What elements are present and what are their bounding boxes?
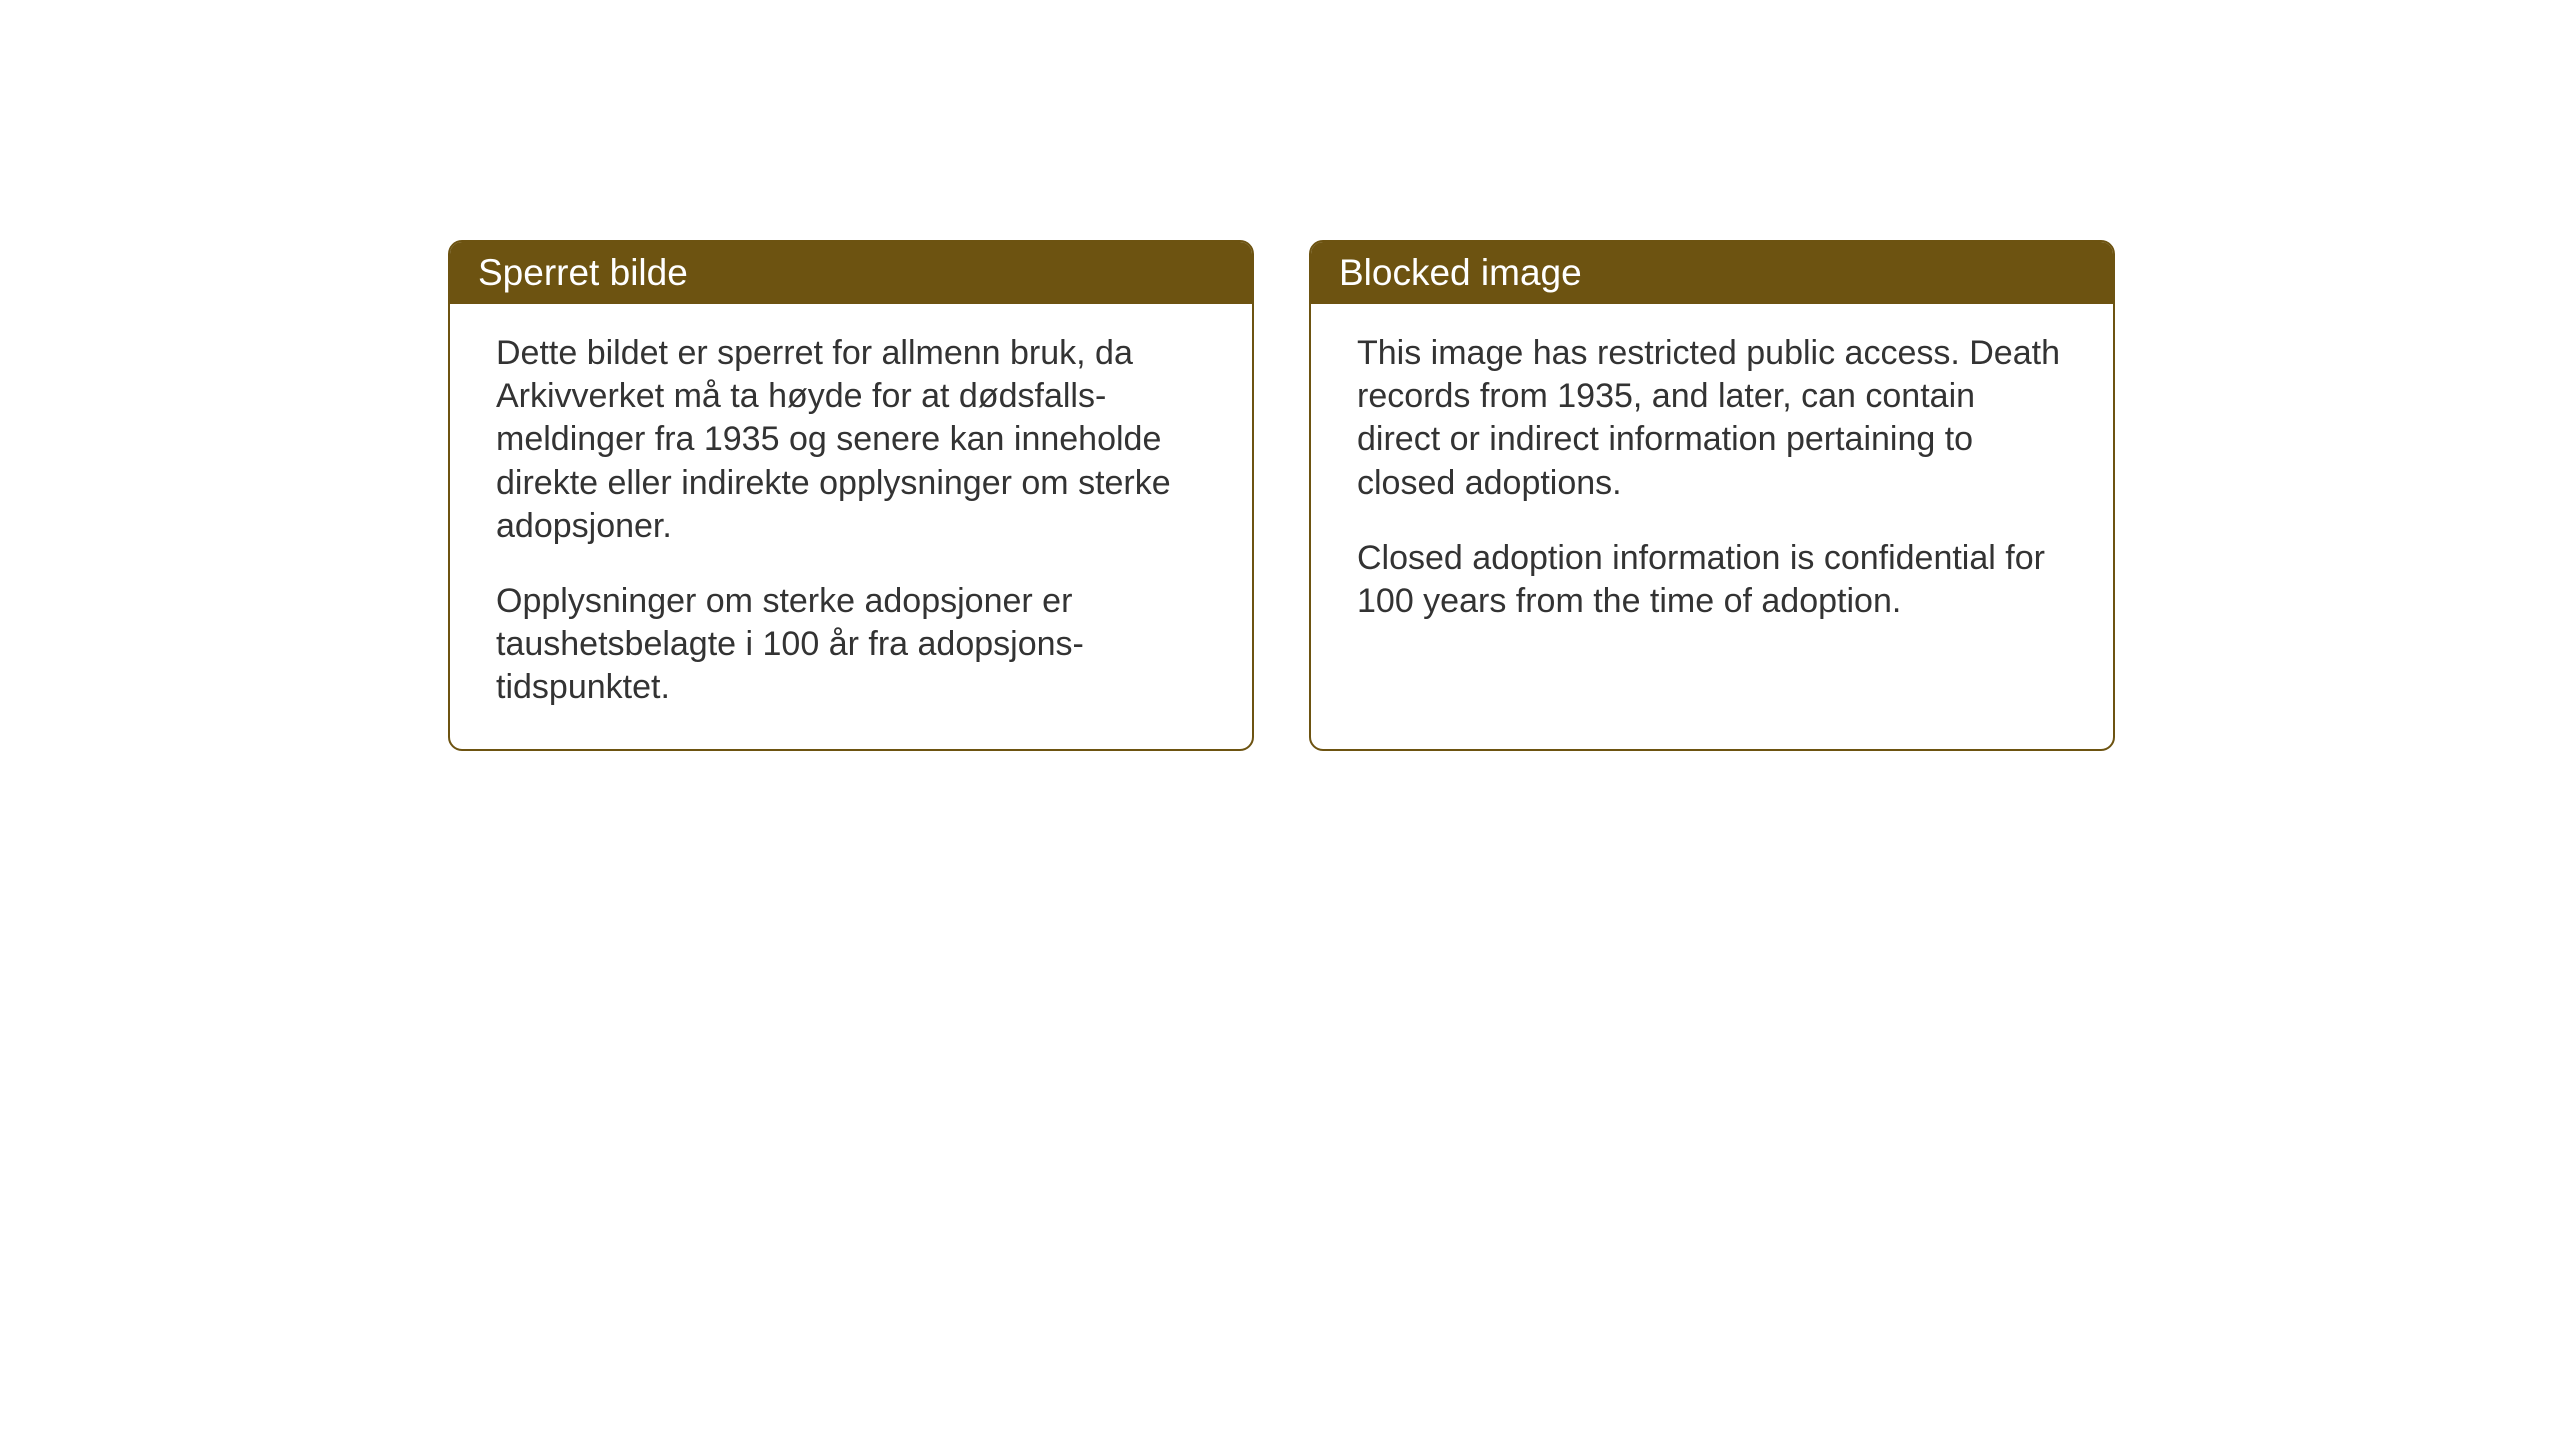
english-paragraph-2: Closed adoption information is confident… <box>1357 537 2067 623</box>
english-card: Blocked image This image has restricted … <box>1309 240 2115 751</box>
norwegian-card-body: Dette bildet er sperret for allmenn bruk… <box>450 304 1252 749</box>
norwegian-paragraph-1: Dette bildet er sperret for allmenn bruk… <box>496 332 1206 548</box>
norwegian-paragraph-2: Opplysninger om sterke adopsjoner er tau… <box>496 580 1206 710</box>
english-paragraph-1: This image has restricted public access.… <box>1357 332 2067 505</box>
notice-container: Sperret bilde Dette bildet er sperret fo… <box>448 240 2115 751</box>
norwegian-card: Sperret bilde Dette bildet er sperret fo… <box>448 240 1254 751</box>
english-card-title: Blocked image <box>1311 242 2113 304</box>
english-card-body: This image has restricted public access.… <box>1311 304 2113 663</box>
norwegian-card-title: Sperret bilde <box>450 242 1252 304</box>
